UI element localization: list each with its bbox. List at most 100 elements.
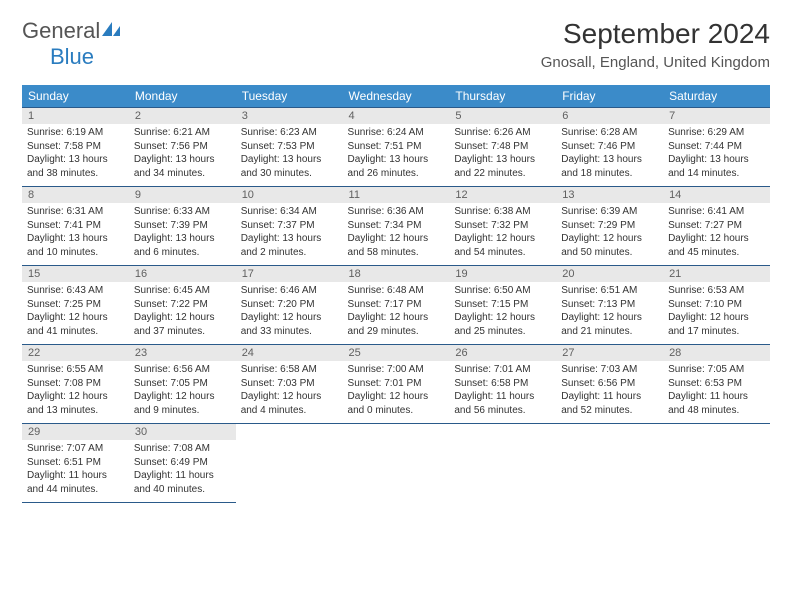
- day-info-cell: Sunrise: 6:41 AMSunset: 7:27 PMDaylight:…: [663, 203, 770, 266]
- daylight-text: Daylight: 13 hours and 6 minutes.: [134, 232, 231, 259]
- day-info-cell: Sunrise: 6:45 AMSunset: 7:22 PMDaylight:…: [129, 282, 236, 345]
- day-info-cell: Sunrise: 7:01 AMSunset: 6:58 PMDaylight:…: [449, 361, 556, 424]
- day-info-cell: Sunrise: 6:29 AMSunset: 7:44 PMDaylight:…: [663, 124, 770, 187]
- sunrise-text: Sunrise: 7:01 AM: [454, 363, 551, 377]
- day-info-cell: Sunrise: 6:43 AMSunset: 7:25 PMDaylight:…: [22, 282, 129, 345]
- day-number-cell: 14: [663, 187, 770, 204]
- day-header-monday: Monday: [129, 85, 236, 108]
- day-info-cell: [663, 440, 770, 503]
- day-info-cell: Sunrise: 6:28 AMSunset: 7:46 PMDaylight:…: [556, 124, 663, 187]
- daylight-text: Daylight: 13 hours and 18 minutes.: [561, 153, 658, 180]
- day-info-cell: Sunrise: 6:24 AMSunset: 7:51 PMDaylight:…: [343, 124, 450, 187]
- sunset-text: Sunset: 6:53 PM: [668, 377, 765, 391]
- day-header-friday: Friday: [556, 85, 663, 108]
- day-info-cell: [343, 440, 450, 503]
- day-number-cell: [343, 424, 450, 441]
- location-text: Gnosall, England, United Kingdom: [541, 54, 770, 71]
- day-info-cell: Sunrise: 6:34 AMSunset: 7:37 PMDaylight:…: [236, 203, 343, 266]
- sunrise-text: Sunrise: 6:34 AM: [241, 205, 338, 219]
- sunset-text: Sunset: 7:51 PM: [348, 140, 445, 154]
- daylight-text: Daylight: 12 hours and 4 minutes.: [241, 390, 338, 417]
- day-number-cell: 12: [449, 187, 556, 204]
- daylight-text: Daylight: 13 hours and 10 minutes.: [27, 232, 124, 259]
- day-number-cell: 6: [556, 108, 663, 125]
- sunset-text: Sunset: 7:46 PM: [561, 140, 658, 154]
- daylight-text: Daylight: 12 hours and 9 minutes.: [134, 390, 231, 417]
- daylight-text: Daylight: 12 hours and 41 minutes.: [27, 311, 124, 338]
- sunset-text: Sunset: 6:51 PM: [27, 456, 124, 470]
- day-number-cell: 4: [343, 108, 450, 125]
- day-number-cell: 5: [449, 108, 556, 125]
- sunset-text: Sunset: 7:41 PM: [27, 219, 124, 233]
- day-number-cell: 17: [236, 266, 343, 283]
- day-info-cell: Sunrise: 6:56 AMSunset: 7:05 PMDaylight:…: [129, 361, 236, 424]
- sunrise-text: Sunrise: 7:05 AM: [668, 363, 765, 377]
- daylight-text: Daylight: 11 hours and 44 minutes.: [27, 469, 124, 496]
- daylight-text: Daylight: 12 hours and 25 minutes.: [454, 311, 551, 338]
- day-number-cell: 21: [663, 266, 770, 283]
- daylight-text: Daylight: 13 hours and 38 minutes.: [27, 153, 124, 180]
- day-number-cell: 25: [343, 345, 450, 362]
- day-info-cell: Sunrise: 6:46 AMSunset: 7:20 PMDaylight:…: [236, 282, 343, 345]
- sunrise-text: Sunrise: 6:23 AM: [241, 126, 338, 140]
- day-number-cell: 1: [22, 108, 129, 125]
- sunrise-text: Sunrise: 6:50 AM: [454, 284, 551, 298]
- daylight-text: Daylight: 11 hours and 52 minutes.: [561, 390, 658, 417]
- week-daynum-row: 2930: [22, 424, 770, 441]
- sunrise-text: Sunrise: 6:39 AM: [561, 205, 658, 219]
- daylight-text: Daylight: 12 hours and 17 minutes.: [668, 311, 765, 338]
- daylight-text: Daylight: 12 hours and 37 minutes.: [134, 311, 231, 338]
- daylight-text: Daylight: 12 hours and 33 minutes.: [241, 311, 338, 338]
- week-info-row: Sunrise: 6:31 AMSunset: 7:41 PMDaylight:…: [22, 203, 770, 266]
- day-info-cell: Sunrise: 6:33 AMSunset: 7:39 PMDaylight:…: [129, 203, 236, 266]
- day-number-cell: 7: [663, 108, 770, 125]
- sunset-text: Sunset: 7:22 PM: [134, 298, 231, 312]
- day-info-cell: Sunrise: 6:21 AMSunset: 7:56 PMDaylight:…: [129, 124, 236, 187]
- day-number-cell: 11: [343, 187, 450, 204]
- day-info-cell: Sunrise: 6:51 AMSunset: 7:13 PMDaylight:…: [556, 282, 663, 345]
- brand-logo: General Blue: [22, 18, 122, 70]
- sunrise-text: Sunrise: 6:51 AM: [561, 284, 658, 298]
- sunset-text: Sunset: 7:44 PM: [668, 140, 765, 154]
- day-number-cell: 24: [236, 345, 343, 362]
- day-number-cell: 16: [129, 266, 236, 283]
- logo-text-blue: Blue: [50, 44, 94, 69]
- day-number-cell: 22: [22, 345, 129, 362]
- sunrise-text: Sunrise: 6:24 AM: [348, 126, 445, 140]
- sunset-text: Sunset: 7:53 PM: [241, 140, 338, 154]
- sunset-text: Sunset: 7:29 PM: [561, 219, 658, 233]
- daylight-text: Daylight: 12 hours and 54 minutes.: [454, 232, 551, 259]
- day-info-cell: Sunrise: 6:48 AMSunset: 7:17 PMDaylight:…: [343, 282, 450, 345]
- sunrise-text: Sunrise: 6:28 AM: [561, 126, 658, 140]
- calendar-table: Sunday Monday Tuesday Wednesday Thursday…: [22, 85, 770, 503]
- sunrise-text: Sunrise: 6:46 AM: [241, 284, 338, 298]
- sunset-text: Sunset: 6:58 PM: [454, 377, 551, 391]
- sunrise-text: Sunrise: 6:19 AM: [27, 126, 124, 140]
- sunset-text: Sunset: 7:08 PM: [27, 377, 124, 391]
- sunset-text: Sunset: 7:48 PM: [454, 140, 551, 154]
- daylight-text: Daylight: 13 hours and 22 minutes.: [454, 153, 551, 180]
- sunrise-text: Sunrise: 6:29 AM: [668, 126, 765, 140]
- daylight-text: Daylight: 12 hours and 29 minutes.: [348, 311, 445, 338]
- day-number-cell: 20: [556, 266, 663, 283]
- day-number-cell: 26: [449, 345, 556, 362]
- day-info-cell: [449, 440, 556, 503]
- day-number-cell: 18: [343, 266, 450, 283]
- daylight-text: Daylight: 12 hours and 45 minutes.: [668, 232, 765, 259]
- day-number-cell: 28: [663, 345, 770, 362]
- sunset-text: Sunset: 7:32 PM: [454, 219, 551, 233]
- sunrise-text: Sunrise: 6:56 AM: [134, 363, 231, 377]
- day-number-cell: 3: [236, 108, 343, 125]
- sunrise-text: Sunrise: 7:07 AM: [27, 442, 124, 456]
- logo-text-general: General: [22, 18, 100, 43]
- daylight-text: Daylight: 13 hours and 2 minutes.: [241, 232, 338, 259]
- sunrise-text: Sunrise: 6:53 AM: [668, 284, 765, 298]
- week-info-row: Sunrise: 6:43 AMSunset: 7:25 PMDaylight:…: [22, 282, 770, 345]
- sunrise-text: Sunrise: 6:26 AM: [454, 126, 551, 140]
- logo-sail-icon: [100, 18, 122, 44]
- daylight-text: Daylight: 11 hours and 48 minutes.: [668, 390, 765, 417]
- sunset-text: Sunset: 6:56 PM: [561, 377, 658, 391]
- sunset-text: Sunset: 7:10 PM: [668, 298, 765, 312]
- day-number-cell: [663, 424, 770, 441]
- sunrise-text: Sunrise: 6:48 AM: [348, 284, 445, 298]
